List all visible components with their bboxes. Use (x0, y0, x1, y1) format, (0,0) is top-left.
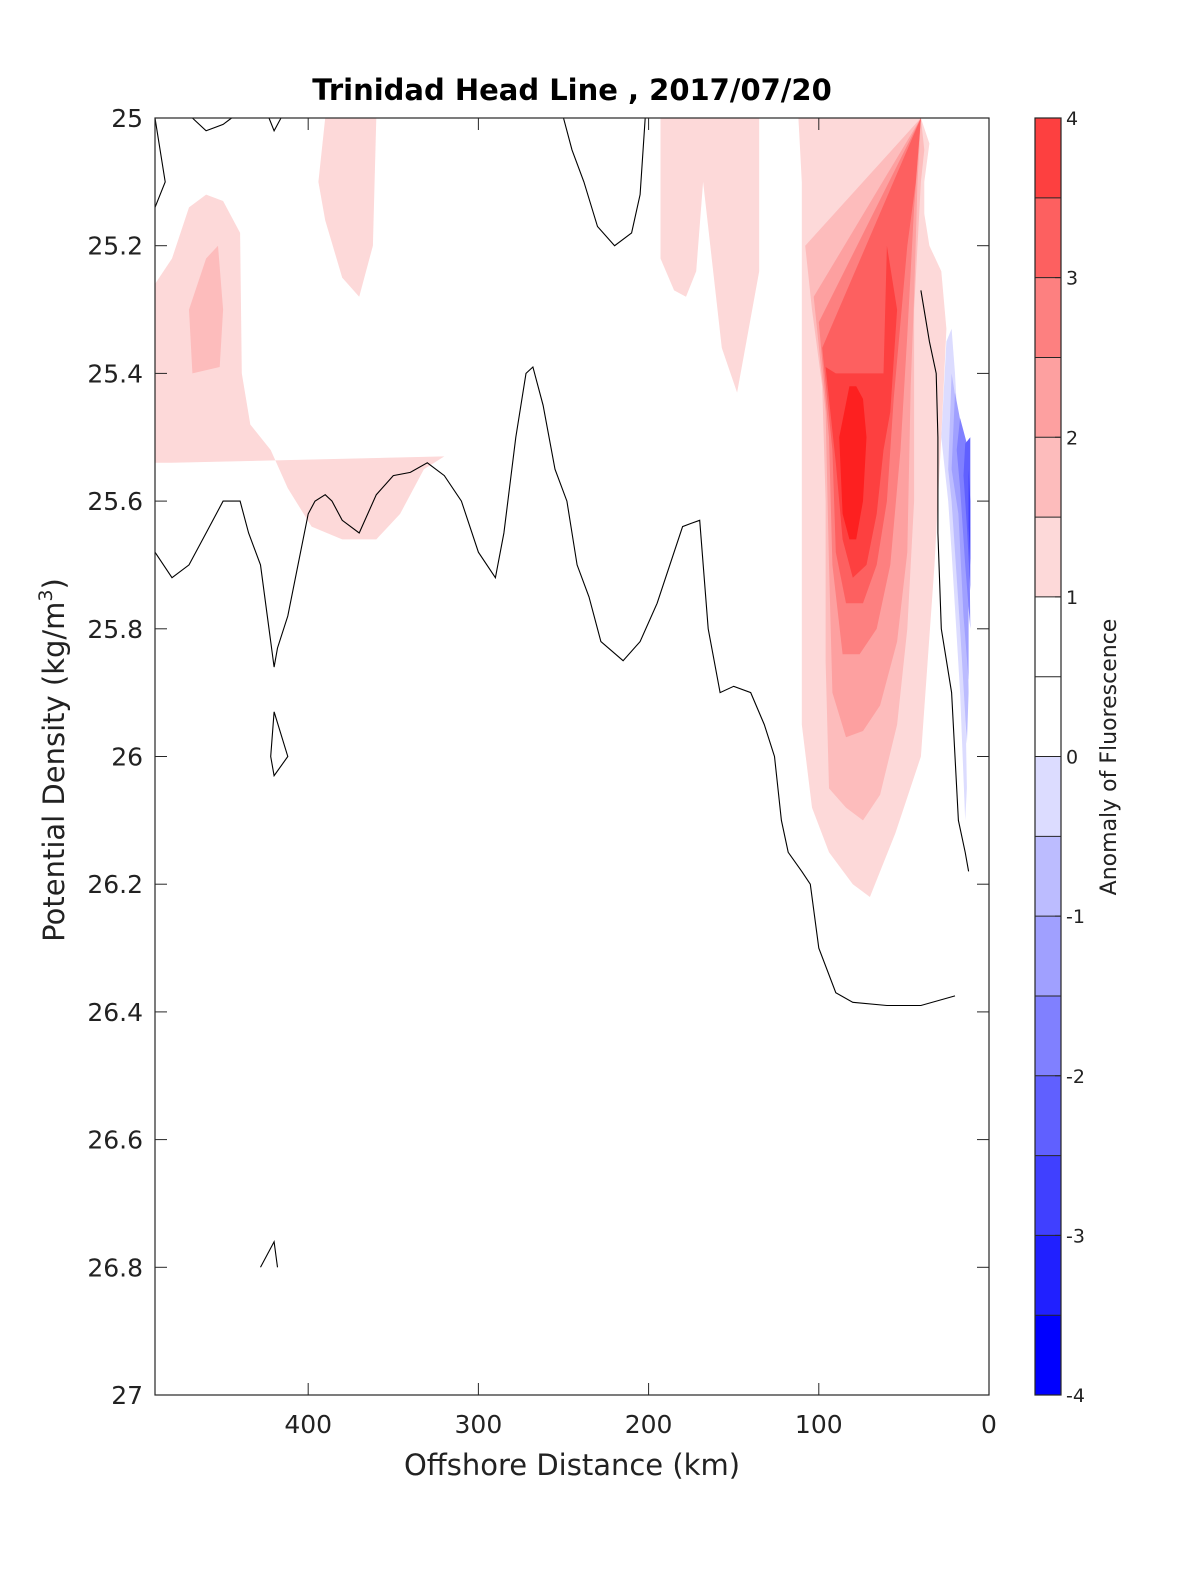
y-tick-label: 26.4 (87, 998, 143, 1027)
y-tick-label: 25 (111, 104, 143, 133)
contour-region-11 (941, 328, 967, 821)
colorbar-swatch-8 (1035, 676, 1061, 757)
x-tick-label: 100 (795, 1410, 843, 1439)
colorbar-swatch-4 (1035, 995, 1061, 1076)
y-tick-label: 27 (111, 1381, 143, 1410)
y-tick-label: 25.4 (87, 359, 143, 388)
colorbar-swatch-1 (1035, 1235, 1061, 1316)
colorbar-tick-label: -4 (1066, 1385, 1085, 1407)
x-tick-label: 200 (625, 1410, 673, 1439)
colorbar-swatch-3 (1035, 1075, 1061, 1156)
chart-title: Trinidad Head Line , 2017/07/20 (312, 73, 832, 107)
contour-region-0 (155, 194, 445, 540)
colorbar-title: Anomaly of Fluorescence (1097, 619, 1122, 896)
colorbar-tick-label: 3 (1066, 268, 1078, 290)
colorbar-swatch-12 (1035, 357, 1061, 438)
colorbar-tick-label: -1 (1066, 906, 1085, 928)
tick-labels: 400 300 200 100 0 25 25.2 25.4 25.6 25.8 26 26.2 26.… (87, 104, 1085, 1439)
plot-frame (154, 117, 990, 1396)
y-tick-label: 26.8 (87, 1253, 143, 1282)
zero-contour-line-1 (192, 117, 232, 132)
colorbar (1034, 117, 1062, 1396)
colorbar-swatch-7 (1035, 756, 1061, 837)
zero-contour-line-3 (562, 117, 646, 247)
contour-region-1 (189, 245, 224, 374)
colorbar-swatch-11 (1035, 437, 1061, 518)
zero-contour-line-7 (920, 290, 970, 872)
colorbar-tick-label: 0 (1066, 747, 1078, 769)
x-tick-label: 400 (284, 1410, 332, 1439)
colorbar-swatch-10 (1035, 517, 1061, 597)
colorbar-swatch-14 (1035, 197, 1061, 278)
colorbar-swatch-5 (1035, 916, 1061, 996)
colorbar-swatch-13 (1035, 277, 1061, 358)
y-axis-title-close: ) (37, 578, 71, 589)
colorbar-swatch-2 (1035, 1155, 1061, 1236)
y-tick-label: 25.8 (87, 615, 143, 644)
colorbar-swatch-0 (1035, 1315, 1061, 1395)
colorbar-swatch-15 (1035, 118, 1061, 198)
contour-region-10 (839, 386, 867, 540)
filled-contour-regions (155, 118, 971, 897)
y-axis-title-main: Potential Density (kg/m (37, 602, 71, 942)
x-axis-title: Offshore Distance (km) (404, 1448, 740, 1482)
contour-lines (154, 117, 970, 1268)
y-axis-title-superscript: 3 (35, 589, 57, 601)
y-tick-label: 26.2 (87, 870, 143, 899)
colorbar-swatch-9 (1035, 596, 1061, 677)
zero-contour-line-2 (268, 117, 282, 133)
colorbar-tick-label: 2 (1066, 427, 1078, 449)
zero-contour-line-4 (154, 365, 956, 1007)
colorbar-tick-label: 4 (1066, 108, 1078, 130)
colorbar-tick-label: -3 (1066, 1225, 1085, 1247)
zero-contour-line-0 (154, 117, 166, 208)
y-tick-label: 25.6 (87, 487, 143, 516)
y-tick-label: 26 (111, 743, 143, 772)
y-tick-label: 26.6 (87, 1126, 143, 1155)
colorbar-tick-label: -2 (1066, 1066, 1085, 1088)
zero-contour-line-5 (270, 711, 289, 778)
zero-contour-line-6 (260, 1240, 279, 1268)
contour-region-16 (968, 469, 971, 565)
y-axis-title: Potential Density (kg/m3) (35, 578, 71, 942)
contour-region-3 (660, 118, 760, 393)
colorbar-swatch-6 (1035, 836, 1061, 917)
y-tick-label: 25.2 (87, 232, 143, 261)
x-tick-label: 0 (981, 1410, 997, 1439)
contour-region-2 (318, 118, 377, 297)
colorbar-tick-label: 1 (1066, 587, 1078, 609)
x-tick-label: 300 (455, 1410, 503, 1439)
